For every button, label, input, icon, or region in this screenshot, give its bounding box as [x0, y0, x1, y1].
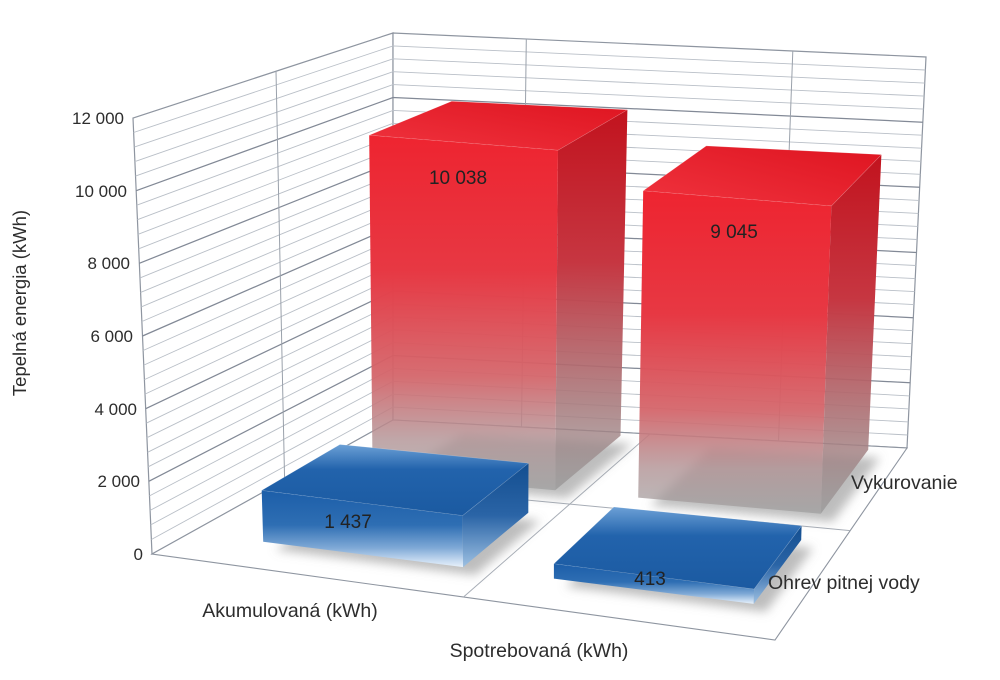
bar-0-1-front-face: [638, 190, 832, 514]
bar-1-1-front-face: [553, 563, 755, 604]
bar-0-0-top-face: [369, 100, 629, 151]
wall-gridline-minor: [137, 122, 922, 221]
bar-1-0-front-face: [261, 490, 464, 568]
plot-area-3d: [132, 32, 927, 641]
wall-gridline-major: [135, 96, 923, 192]
bar-0-1-top-face: [642, 145, 883, 207]
bar-1-0-top-face: [260, 444, 530, 516]
wall-gridline-minor: [135, 84, 924, 177]
value-label-vykurovanie-spotrebovana: 9 045: [710, 222, 758, 243]
category-label-akumulovana: Akumulovaná (kWh): [202, 600, 378, 622]
bar-1-0-side-face: [462, 463, 529, 568]
bar-0-0-side-face: [555, 109, 628, 491]
series-label-ohrev-pitnej-vody: Ohrev pitnej vody: [768, 572, 920, 594]
bar-0-1-side-face: [820, 154, 882, 514]
y-axis-tick: 0: [134, 545, 143, 564]
wall-gridline-minor: [134, 71, 925, 163]
bar-1-1-top-face: [553, 506, 803, 590]
wall-gridline-minor: [136, 109, 923, 206]
y-axis-tick: 10 000: [75, 182, 127, 201]
y-axis-tick: 12 000: [72, 109, 124, 128]
y-axis-tick: 6 000: [90, 327, 133, 346]
y-axis-tick: 8 000: [87, 254, 130, 273]
value-label-ohrev-spotrebovana: 413: [634, 569, 666, 590]
series-label-vykurovanie: Vykurovanie: [851, 472, 958, 494]
bar-0-0-front-face: [369, 135, 558, 491]
floor-gridline-category: [463, 433, 651, 598]
left-wall-divider: [275, 71, 286, 481]
wall-gridline-minor: [134, 58, 925, 148]
wall-gridline-minor: [133, 45, 926, 133]
value-label-vykurovanie-akumulovana: 10 038: [429, 168, 487, 189]
category-label-spotrebovana: Spotrebovaná (kWh): [450, 640, 629, 662]
y-axis-tick: 4 000: [94, 400, 137, 419]
y-axis-tick: 2 000: [97, 472, 140, 491]
bar-1-1-side-face: [753, 525, 802, 604]
value-label-ohrev-akumulovana: 1 437: [324, 512, 372, 533]
value-axis-title: Tepelná energia (kWh): [9, 210, 30, 396]
